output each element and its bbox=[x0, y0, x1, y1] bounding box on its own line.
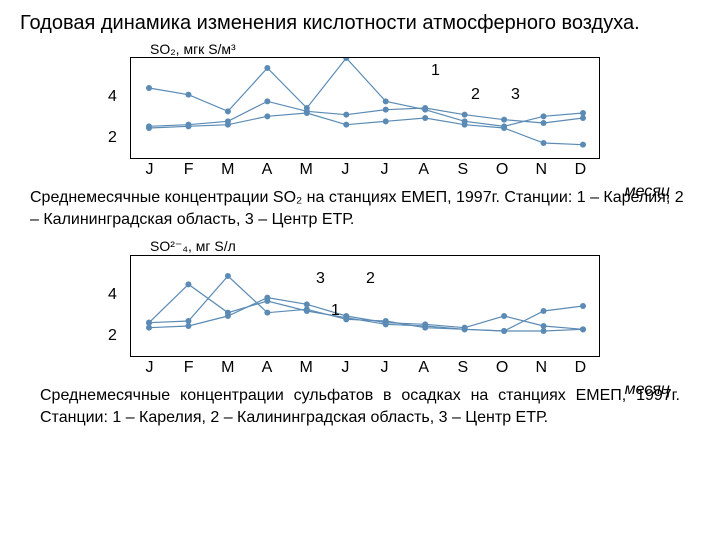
month-tick: J bbox=[326, 359, 365, 377]
month-tick: A bbox=[404, 161, 443, 179]
month-tick: J bbox=[365, 359, 404, 377]
month-tick: A bbox=[248, 161, 287, 179]
month-tick: O bbox=[483, 161, 522, 179]
chart1-wrap: 4 2 1 2 3 JFMAMJJASOND месяц bbox=[130, 57, 600, 179]
chart2-month-label: месяц bbox=[625, 381, 670, 399]
chart1-label-2: 2 bbox=[471, 86, 480, 104]
month-tick: J bbox=[326, 161, 365, 179]
chart2-ytick-4: 4 bbox=[108, 286, 117, 304]
month-tick: N bbox=[522, 161, 561, 179]
month-tick: N bbox=[522, 359, 561, 377]
caption2: Среднемесячные концентрации сульфатов в … bbox=[0, 377, 720, 432]
month-tick: A bbox=[404, 359, 443, 377]
chart2-box: 1 2 3 bbox=[130, 255, 600, 357]
chart2-label-3: 3 bbox=[316, 270, 325, 288]
month-tick: M bbox=[287, 161, 326, 179]
month-tick: M bbox=[208, 161, 247, 179]
month-tick: S bbox=[443, 359, 482, 377]
month-tick: O bbox=[483, 359, 522, 377]
page-title: Годовая динамика изменения кислотности а… bbox=[0, 0, 720, 41]
chart2-label-2: 2 bbox=[366, 270, 375, 288]
chart1-label-3: 3 bbox=[511, 86, 520, 104]
chart2-xlabels: JFMAMJJASOND bbox=[130, 357, 600, 377]
chart2-label-1: 1 bbox=[331, 302, 340, 320]
chart2-axis-title: SO²⁻₄, мг S/л bbox=[0, 234, 720, 255]
chart1-month-label: месяц bbox=[625, 183, 670, 201]
chart2-ytick-2: 2 bbox=[108, 327, 117, 345]
month-tick: J bbox=[130, 359, 169, 377]
chart1-svg bbox=[131, 58, 601, 158]
chart1-ytick-4: 4 bbox=[108, 88, 117, 106]
chart2-wrap: 4 2 1 2 3 JFMAMJJASOND месяц bbox=[130, 255, 600, 377]
month-tick: D bbox=[561, 359, 600, 377]
month-tick: F bbox=[169, 161, 208, 179]
month-tick: S bbox=[443, 161, 482, 179]
caption1: Среднемесячные концентрации SO₂ на станц… bbox=[0, 179, 720, 234]
month-tick: J bbox=[130, 161, 169, 179]
month-tick: M bbox=[208, 359, 247, 377]
month-tick: D bbox=[561, 161, 600, 179]
chart1-label-1: 1 bbox=[431, 62, 440, 80]
chart1-ytick-2: 2 bbox=[108, 129, 117, 147]
month-tick: J bbox=[365, 161, 404, 179]
chart1-box: 1 2 3 bbox=[130, 57, 600, 159]
chart1-xlabels: JFMAMJJASOND bbox=[130, 159, 600, 179]
month-tick: F bbox=[169, 359, 208, 377]
month-tick: M bbox=[287, 359, 326, 377]
chart1-axis-title: SO₂, мгк S/м³ bbox=[0, 41, 720, 57]
month-tick: A bbox=[248, 359, 287, 377]
